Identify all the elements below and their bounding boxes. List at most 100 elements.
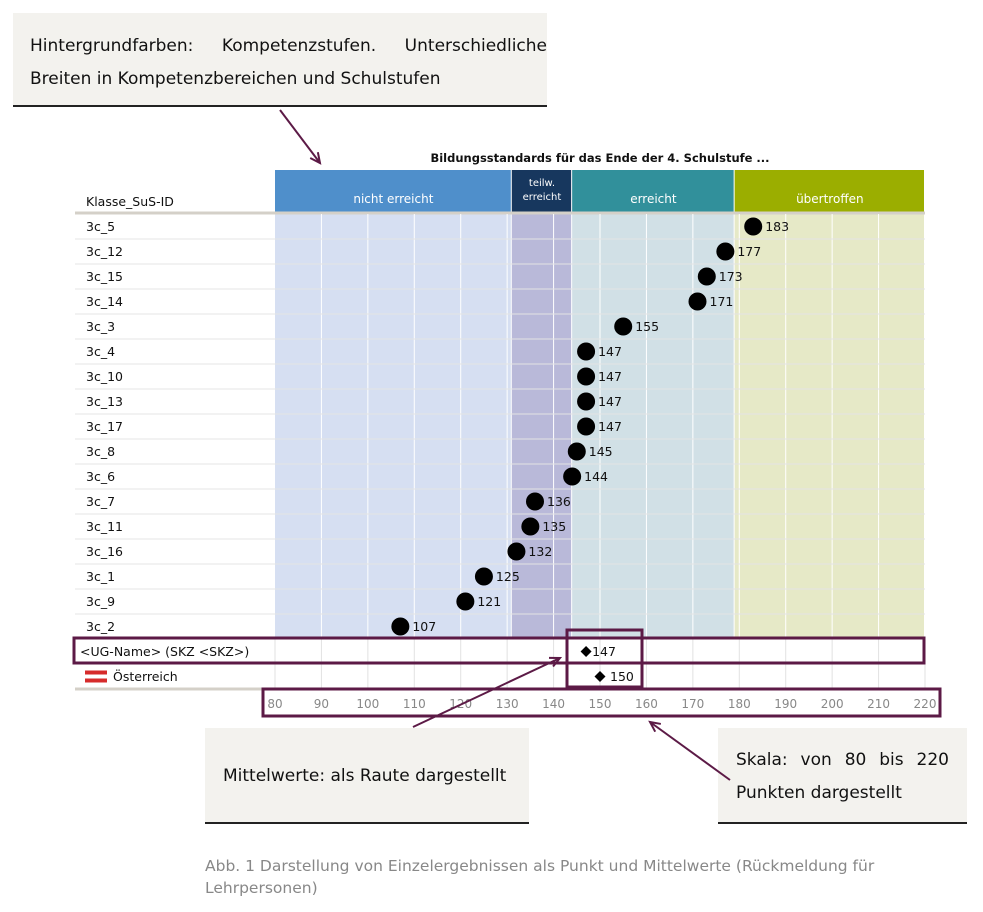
student-id: 3c_17 (86, 419, 123, 434)
student-dot (526, 492, 544, 511)
arrow-bands-head (309, 152, 322, 165)
student-value: 147 (598, 394, 622, 409)
student-id: 3c_11 (86, 519, 123, 534)
student-id: 3c_1 (86, 569, 115, 584)
student-value: 147 (598, 369, 622, 384)
highlight-means (565, 628, 644, 689)
student-value: 121 (477, 594, 501, 609)
highlight-scale (261, 687, 942, 718)
student-value: 107 (412, 619, 436, 634)
x-tick-label: 140 (542, 697, 565, 711)
student-id: 3c_2 (86, 619, 115, 634)
student-dot (744, 217, 763, 236)
student-dot (456, 592, 475, 611)
mean-label: Österreich (113, 668, 178, 684)
student-value: 132 (528, 544, 552, 559)
band-label: erreicht (523, 192, 562, 203)
student-id: 3c_14 (86, 294, 123, 309)
student-value: 155 (635, 319, 659, 334)
chart-title: Bildungsstandards für das Ende der 4. Sc… (430, 151, 769, 165)
student-value: 173 (719, 269, 743, 284)
arrow-scale (649, 721, 731, 781)
mean-value: 150 (610, 669, 634, 684)
student-id: 3c_15 (86, 269, 123, 284)
student-id: 3c_3 (86, 319, 115, 334)
student-id: 3c_6 (86, 469, 115, 484)
annotation-means: Mittelwerte: als Raute dargestellt (205, 728, 529, 824)
band-background (734, 214, 924, 639)
band-label: übertroffen (796, 192, 864, 206)
student-dot (474, 567, 493, 586)
x-tick-label: 200 (821, 697, 844, 711)
student-dot (563, 467, 582, 486)
x-tick-label: 130 (496, 697, 519, 711)
student-dot (577, 417, 596, 436)
student-id: 3c_7 (86, 494, 115, 509)
arrow-scale-head (648, 720, 662, 733)
student-value: 147 (598, 419, 622, 434)
student-id: 3c_5 (86, 219, 115, 234)
student-value: 125 (496, 569, 520, 584)
student-dot (614, 317, 633, 336)
x-tick-label: 210 (867, 697, 890, 711)
annotation-scale: Skala: von 80 bis 220 Punkten dargestell… (718, 728, 967, 824)
x-tick-label: 150 (589, 697, 612, 711)
band-header (275, 170, 511, 213)
arrow-bands (279, 109, 321, 164)
mean-diamond (580, 646, 592, 657)
row-header: Klasse_SuS-ID (86, 194, 174, 209)
band-background (511, 214, 572, 639)
highlight-ug-row (72, 636, 926, 665)
student-dot (507, 542, 526, 561)
band-background (275, 214, 511, 639)
student-value: 145 (589, 444, 613, 459)
x-tick-label: 160 (635, 697, 658, 711)
x-tick-label: 180 (728, 697, 751, 711)
student-id: 3c_8 (86, 444, 115, 459)
student-dot (688, 292, 707, 311)
annotation-bands: Hintergrundfarben: Kompetenzstufen. Unte… (13, 13, 547, 107)
mean-label: <UG-Name> (SKZ <SKZ>) (80, 644, 249, 659)
figure-caption: Abb. 1 Darstellung von Einzelergebnissen… (205, 857, 875, 897)
student-value: 171 (710, 294, 734, 309)
band-header (572, 170, 734, 213)
arrow-means-head (548, 656, 563, 668)
x-tick-label: 90 (314, 697, 329, 711)
austria-flag-icon (85, 670, 107, 683)
student-value: 147 (598, 344, 622, 359)
mean-value: 147 (592, 644, 616, 659)
student-dot (567, 442, 586, 461)
x-tick-label: 170 (681, 697, 704, 711)
x-tick-label: 110 (403, 697, 426, 711)
student-id: 3c_10 (86, 369, 123, 384)
student-value: 144 (584, 469, 608, 484)
student-id: 3c_13 (86, 394, 123, 409)
student-dot (577, 367, 596, 386)
mean-diamond (594, 671, 606, 682)
student-id: 3c_9 (86, 594, 115, 609)
band-header (734, 170, 924, 213)
band-label: nicht erreicht (353, 192, 433, 206)
student-dot (521, 517, 540, 536)
x-tick-label: 80 (267, 697, 282, 711)
student-id: 3c_4 (86, 344, 115, 359)
student-value: 135 (542, 519, 566, 534)
x-tick-label: 220 (914, 697, 937, 711)
band-header (511, 170, 572, 213)
student-dot (697, 267, 716, 286)
student-dot (577, 342, 596, 361)
x-tick-label: 190 (774, 697, 797, 711)
band-label: teilw. (529, 178, 555, 189)
student-value: 183 (765, 219, 789, 234)
student-dot (577, 392, 596, 411)
student-dot (391, 617, 410, 636)
student-value: 177 (737, 244, 761, 259)
band-label: erreicht (630, 192, 677, 206)
student-id: 3c_16 (86, 544, 123, 559)
student-id: 3c_12 (86, 244, 123, 259)
student-value: 136 (547, 494, 571, 509)
x-tick-label: 100 (356, 697, 379, 711)
student-dot (716, 242, 735, 261)
arrow-means (412, 657, 561, 728)
